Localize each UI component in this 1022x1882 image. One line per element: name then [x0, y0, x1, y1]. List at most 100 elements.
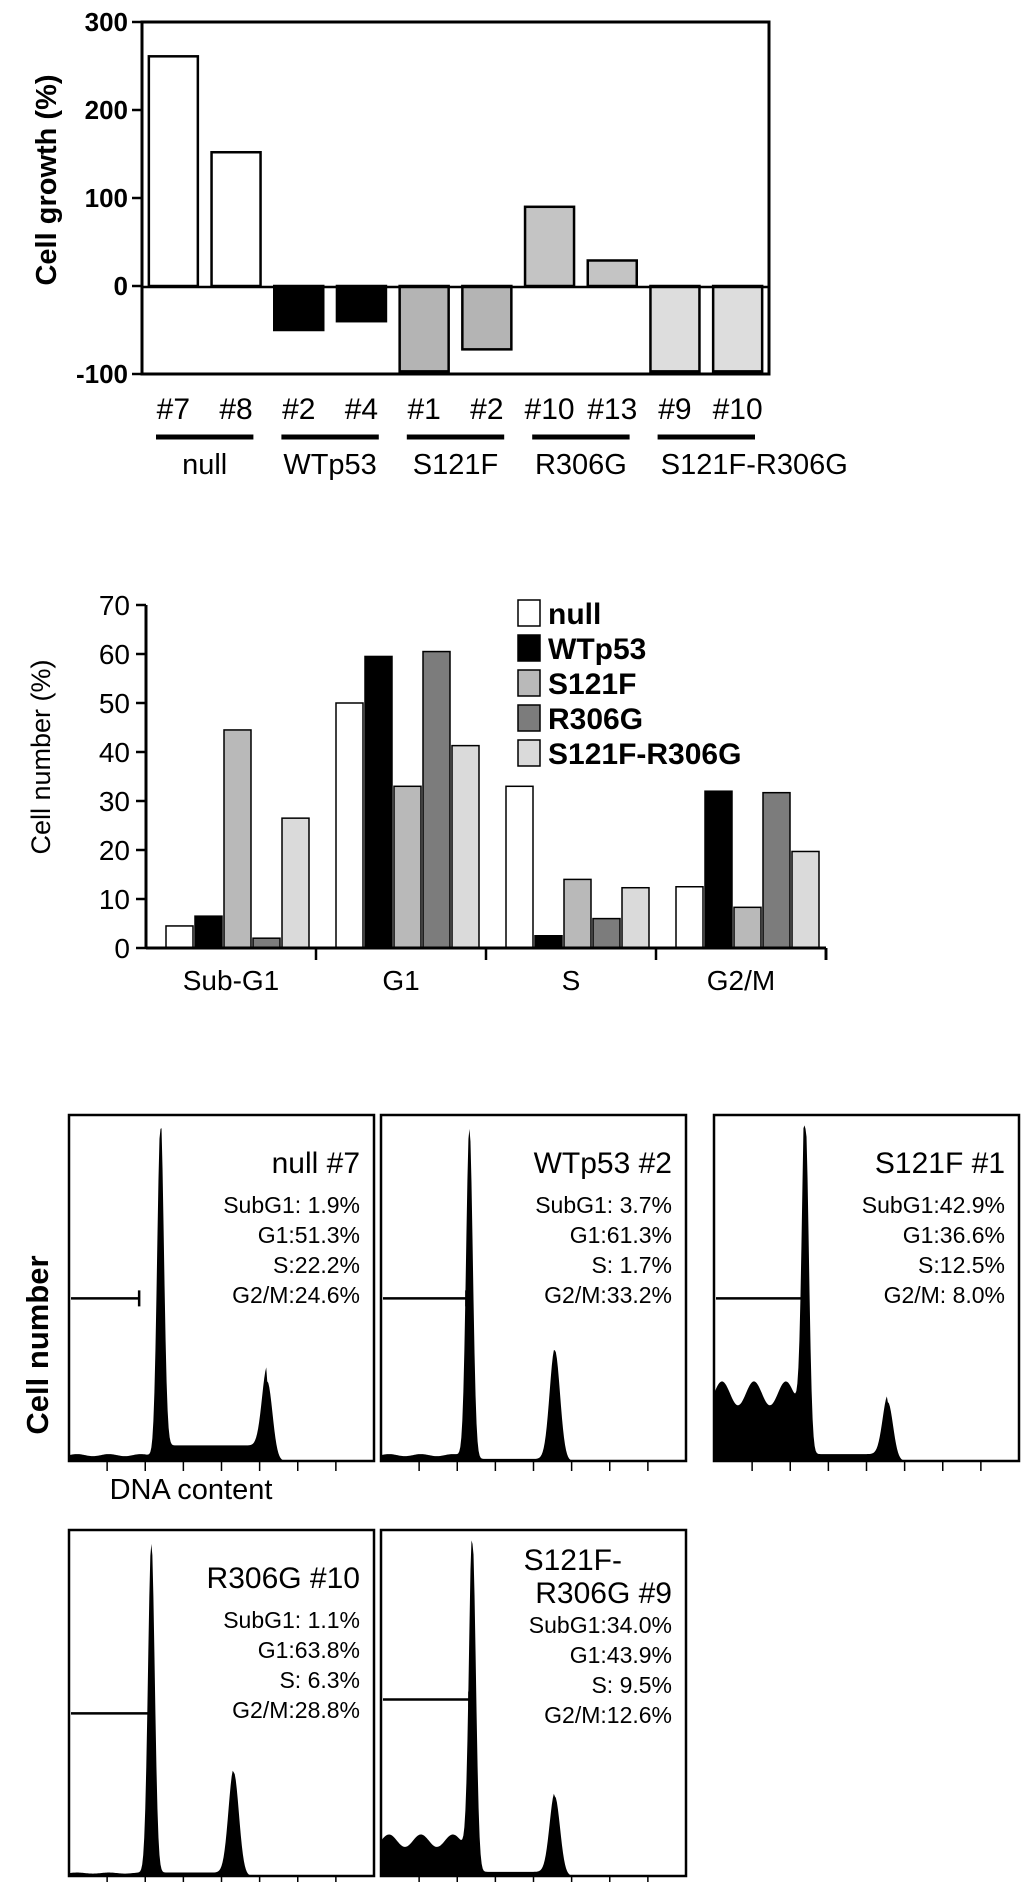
cell-number-bar	[704, 790, 733, 949]
cell-number-bar	[165, 925, 194, 949]
cell-number-bar	[592, 917, 621, 949]
phase-stat: G2/M: 8.0%	[884, 1282, 1005, 1308]
phase-label: G1	[382, 965, 419, 996]
cell-number-y-tick-label: 0	[114, 933, 130, 964]
dna-histogram	[714, 1125, 1019, 1461]
cell-growth-bar	[649, 284, 701, 373]
legend-label: null	[548, 598, 601, 631]
cell-number-bar	[393, 785, 422, 949]
phase-stat: G1:36.6%	[903, 1222, 1005, 1248]
cell-number-bar	[364, 655, 393, 949]
histogram-title: R306G #10	[207, 1562, 360, 1595]
histogram-title: WTp53 #2	[534, 1147, 672, 1180]
clone-label: #2	[282, 393, 315, 426]
phase-stat: S: 9.5%	[591, 1672, 672, 1698]
cell-growth-bar	[210, 150, 262, 288]
clone-label: #4	[345, 393, 378, 426]
cell-growth-y-tick-label: 300	[85, 7, 128, 37]
cell-growth-bar	[523, 205, 576, 288]
group-label: WTp53	[283, 449, 376, 481]
phase-stat: G1:63.8%	[258, 1637, 360, 1663]
cell-number-bar	[563, 878, 592, 949]
phase-stat: SubG1:34.0%	[529, 1612, 672, 1638]
phase-stat: S: 1.7%	[591, 1252, 672, 1278]
phase-stat: G2/M:28.8%	[232, 1697, 360, 1723]
cell-number-y-tick-label: 50	[99, 688, 130, 719]
group-label: S121F-R306G	[661, 449, 848, 481]
clone-label: #10	[713, 393, 763, 426]
phase-label: Sub-G1	[183, 965, 280, 996]
histogram-title: S121F-	[524, 1544, 622, 1577]
histogram-panel: null #7 SubG1: 1.9% G1:51.3% S:22.2% G2/M:24…	[67, 1113, 376, 1471]
legend-label: WTp53	[548, 633, 646, 666]
cell-number-bar	[194, 915, 223, 949]
cell-growth-y-tick-label: 100	[85, 183, 128, 213]
phase-stat: SubG1: 3.7%	[535, 1192, 672, 1218]
legend-swatch	[517, 599, 541, 627]
cell-growth-bar	[461, 284, 513, 351]
cell-number-y-axis-label: Cell number (%)	[26, 659, 56, 854]
clone-label: #7	[157, 393, 190, 426]
legend-swatch	[517, 634, 541, 662]
legend-swatch	[517, 669, 541, 697]
cell-number-bar	[733, 906, 762, 949]
cell-number-y-tick-label: 40	[99, 737, 130, 768]
clone-label: #8	[219, 393, 252, 426]
histogram-y-axis-label: Cell number	[20, 1255, 55, 1434]
cell-number-bar	[621, 886, 650, 949]
phase-label: G2/M	[707, 965, 775, 996]
cell-growth-bar	[711, 284, 764, 373]
phase-stat: S:12.5%	[918, 1252, 1005, 1278]
cell-growth-y-tick-label: -100	[76, 359, 128, 389]
cell-growth-y-axis-label: Cell growth (%)	[31, 74, 63, 285]
cell-number-bar	[335, 702, 364, 949]
group-label: null	[182, 449, 227, 481]
cell-growth-y-tick-label: 200	[85, 95, 128, 125]
legend-label: R306G	[548, 703, 643, 736]
cell-number-y-tick-label: 10	[99, 884, 130, 915]
cell-number-bar	[534, 935, 563, 949]
group-label: S121F	[413, 449, 498, 481]
cell-number-y-tick-label: 70	[99, 590, 130, 621]
cell-number-bar	[791, 850, 820, 949]
histogram-title: null #7	[272, 1147, 360, 1180]
cell-number-bar	[762, 791, 791, 949]
cell-number-bar	[281, 817, 310, 949]
phase-stat: G2/M:33.2%	[544, 1282, 672, 1308]
clone-label: #1	[407, 393, 440, 426]
histogram-x-axis-label: DNA content	[110, 1474, 273, 1506]
cell-growth-chart: Cell growth (%) 300 200 100 0 -100 #7 #8 #2 #4 #…	[31, 7, 848, 481]
cell-growth-bar	[147, 55, 200, 288]
phase-stat: G2/M:24.6%	[232, 1282, 360, 1308]
cell-number-bar	[451, 744, 480, 949]
cell-number-y-tick-label: 20	[99, 835, 130, 866]
phase-stat: G1:51.3%	[258, 1222, 360, 1248]
cell-number-bar	[505, 785, 534, 949]
legend-label: S121F-R306G	[548, 738, 741, 771]
legend-label: S121F	[548, 668, 636, 701]
histogram-panel: S121F #1 SubG1:42.9% G1:36.6% S:12.5% G2/M: …	[712, 1113, 1021, 1471]
phase-stat: SubG1: 1.9%	[223, 1192, 360, 1218]
histogram-title: S121F #1	[875, 1147, 1005, 1180]
cell-number-bar	[223, 729, 252, 949]
cell-growth-bar	[398, 284, 450, 373]
phase-stat: SubG1:42.9%	[862, 1192, 1005, 1218]
group-label: R306G	[535, 449, 627, 481]
clone-label: #10	[525, 393, 575, 426]
cell-growth-y-tick-label: 0	[114, 271, 128, 301]
dna-histograms: Cell number DNA content null #7 SubG1: 1.…	[20, 1113, 1021, 1882]
cell-growth-plot-frame	[140, 20, 771, 376]
cell-number-y-tick-label: 30	[99, 786, 130, 817]
phase-stat: S:22.2%	[273, 1252, 360, 1278]
cell-number-bar	[422, 650, 451, 949]
histogram-title: R306G #9	[535, 1577, 672, 1610]
cell-growth-bar	[273, 284, 325, 332]
clone-label: #13	[587, 393, 637, 426]
cell-number-bar	[675, 886, 704, 949]
phase-stat: G1:61.3%	[570, 1222, 672, 1248]
legend-swatch	[517, 739, 541, 767]
phase-stat: G2/M:12.6%	[544, 1702, 672, 1728]
cell-growth-bar	[586, 259, 638, 288]
phase-stat: S: 6.3%	[279, 1667, 360, 1693]
clone-label: #9	[658, 393, 691, 426]
